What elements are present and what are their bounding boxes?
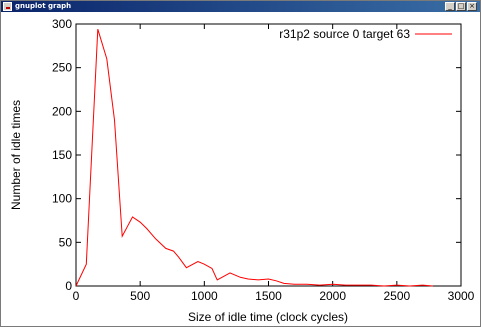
legend: r31p2 source 0 target 63 [279, 27, 452, 41]
y-tick-label: 0 [65, 279, 72, 293]
x-tick-label: 1500 [255, 289, 282, 303]
window-title: gnuplot graph [15, 2, 72, 10]
x-tick-label: 2500 [383, 289, 410, 303]
x-tick-label: 2000 [319, 289, 346, 303]
axis-ticks [75, 23, 462, 287]
y-tick-label: 250 [52, 61, 72, 75]
y-tick-label: 100 [52, 192, 72, 206]
y-tick-label: 50 [59, 235, 73, 249]
x-tick-label: 3000 [448, 289, 475, 303]
minimize-button[interactable]: _ [445, 2, 455, 11]
close-button[interactable]: × [467, 2, 477, 11]
x-tick-label: 500 [130, 289, 150, 303]
window-controls: _ □ × [445, 2, 477, 11]
x-axis-title: Size of idle time (clock cycles) [188, 310, 348, 324]
legend-label: r31p2 source 0 target 63 [279, 27, 410, 41]
x-tick-label: 1000 [191, 289, 218, 303]
series-line-r31p2 [75, 29, 433, 287]
gnuplot-app-icon[interactable] [3, 2, 12, 11]
y-tick-label: 200 [52, 104, 72, 118]
plot-frame [75, 23, 462, 287]
x-tick-label: 0 [73, 289, 80, 303]
y-axis-title: Number of idle times [9, 100, 23, 210]
y-tick-label: 300 [52, 17, 72, 31]
maximize-button[interactable]: □ [456, 2, 466, 11]
tick-labels: 0 500 1000 1500 2000 2500 3000 0 50 100 150 200 250 3… [52, 17, 475, 303]
title-bar[interactable]: gnuplot graph _ □ × [1, 1, 480, 12]
y-tick-label: 150 [52, 148, 72, 162]
